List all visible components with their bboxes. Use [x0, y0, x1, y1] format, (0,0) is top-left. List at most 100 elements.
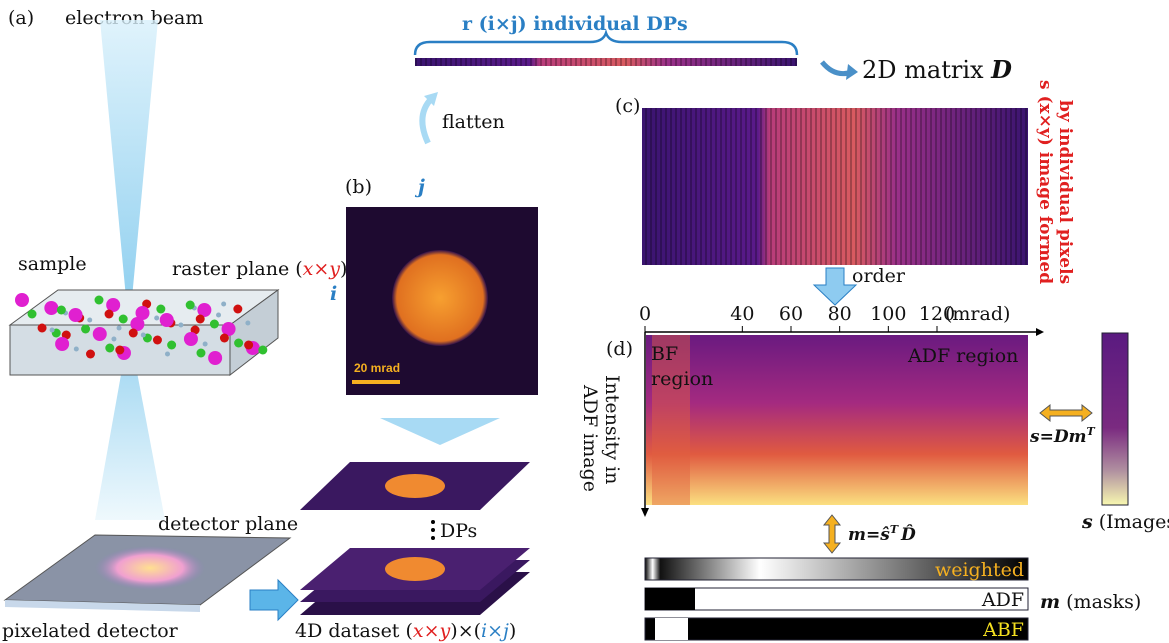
atom — [244, 341, 253, 350]
atom — [95, 296, 104, 305]
atom — [178, 323, 183, 328]
x-tick-label: 120 — [919, 303, 955, 325]
text: (masks) — [1060, 591, 1141, 613]
atom — [69, 308, 83, 322]
axis-label: j — [414, 176, 425, 198]
adf-label: ADF region — [907, 345, 1018, 367]
atom — [119, 315, 128, 324]
double-arrow — [824, 515, 840, 553]
atom — [105, 344, 114, 353]
order-label: order — [852, 265, 906, 287]
side-label: by individual pixels — [1055, 100, 1075, 284]
text: D — [990, 55, 1012, 84]
arrow — [250, 580, 298, 620]
text: s=Dm — [1029, 427, 1087, 447]
text: ) — [509, 620, 516, 642]
axis-arrow — [1036, 328, 1044, 336]
atom — [86, 350, 95, 359]
panel-label: (c) — [615, 95, 640, 117]
axis-arrow — [641, 508, 649, 517]
atom — [55, 337, 69, 351]
atom — [233, 305, 242, 314]
atom — [141, 333, 146, 338]
text: )×( — [450, 620, 481, 642]
atom — [93, 327, 107, 341]
side-label: s (x×y) image formed — [1035, 80, 1055, 284]
panel-label: (b) — [345, 176, 372, 198]
atom — [160, 313, 174, 327]
y-label: Intensity in — [601, 375, 623, 484]
detector-glow — [95, 546, 205, 590]
brace — [415, 33, 797, 55]
atom — [184, 332, 198, 346]
masks-label: m (masks) — [1040, 591, 1141, 613]
x-tick-label: 80 — [828, 303, 852, 325]
scale-label: 20 mrad — [354, 361, 400, 375]
atom — [186, 301, 195, 310]
mask-adf — [645, 588, 1028, 610]
atom — [216, 313, 221, 318]
atom — [245, 321, 250, 326]
atom — [117, 326, 122, 331]
dp-disk — [392, 250, 488, 346]
dot — [431, 520, 435, 524]
atom — [105, 310, 114, 319]
atom — [153, 336, 162, 345]
mask-label: ADF — [981, 589, 1024, 611]
atom — [57, 306, 66, 315]
atom — [196, 315, 205, 324]
dps-label: DPs — [440, 520, 477, 542]
text: m=ŝ — [848, 525, 890, 545]
panel-label: (d) — [606, 338, 633, 360]
scale-bar — [352, 380, 400, 384]
atom — [156, 305, 165, 314]
atom — [44, 301, 58, 315]
mask-label: weighted — [935, 559, 1024, 581]
figure: (a) electron beam sample raster plane (x… — [0, 0, 1169, 643]
dot — [431, 528, 435, 532]
atom — [196, 349, 205, 358]
atom — [234, 339, 243, 348]
equation: s=DmT — [1029, 425, 1096, 447]
text: 2D matrix — [862, 56, 991, 84]
atom — [74, 347, 79, 352]
panel-a: (a) electron beam sample raster plane (x… — [2, 7, 347, 642]
x-tick-label: 0 — [639, 303, 651, 325]
x-tick-label: 100 — [870, 303, 906, 325]
raster-label: raster plane (x×y) — [172, 258, 347, 280]
image-column — [1102, 333, 1128, 505]
mask-adf-dark — [645, 588, 695, 610]
images-label: s (Images) — [1081, 511, 1169, 533]
flattened-row-stripes — [415, 58, 797, 66]
atom — [111, 337, 116, 342]
x-tick-label: 60 — [779, 303, 803, 325]
atom — [129, 329, 138, 338]
sample-label: sample — [18, 253, 87, 275]
text: raster plane ( — [172, 258, 303, 280]
mask-abf-light — [655, 618, 688, 640]
atom — [165, 352, 170, 357]
atom — [258, 346, 267, 355]
atom — [38, 324, 47, 333]
text: i×j — [481, 620, 509, 642]
mask-abf — [645, 618, 1028, 640]
atom — [210, 320, 219, 329]
text: m — [1040, 591, 1060, 613]
dot — [431, 536, 435, 540]
atom — [220, 334, 229, 343]
arrow — [380, 418, 500, 445]
order-arrow — [814, 268, 856, 305]
arrow-head — [846, 64, 858, 80]
panel-b: (b) j i 20 mrad DPs 4D dataset (x×y)×(i×… — [295, 176, 538, 642]
panel-d: (mrad) (d) BF region ADF region Intensit… — [579, 303, 1169, 641]
text: D̂ — [900, 525, 916, 545]
electron-beam — [100, 20, 158, 330]
atom — [50, 328, 55, 333]
atom — [15, 293, 29, 307]
bf-label: region — [651, 368, 713, 390]
text: x×y — [413, 620, 451, 642]
matrix-stripes — [642, 108, 1028, 265]
atom — [167, 341, 176, 350]
mask-label: ABF — [982, 619, 1024, 641]
